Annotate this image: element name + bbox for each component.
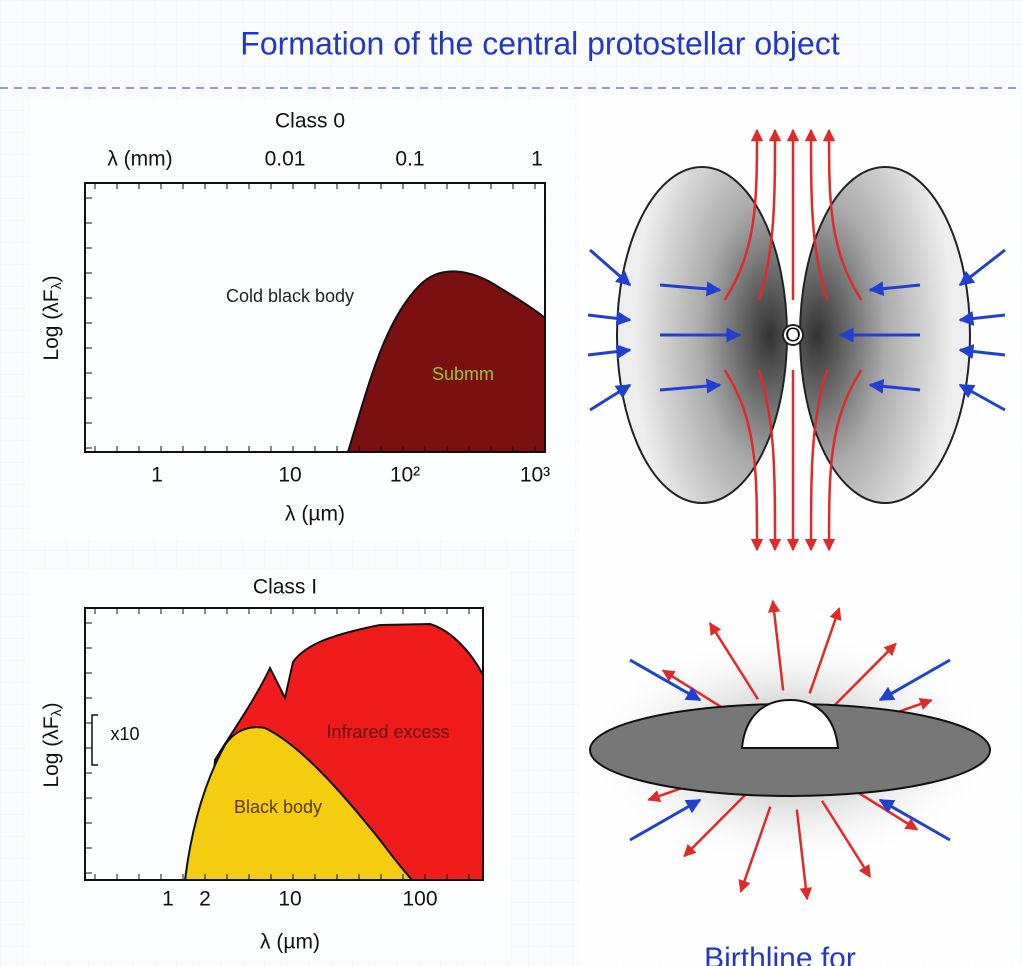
annotation: Infrared excess — [326, 722, 449, 742]
top-axis-label: λ (mm) — [107, 148, 172, 171]
y-label-sub: λ — [48, 282, 64, 289]
x-tick-label: 1 — [162, 888, 174, 911]
x-tick-label: 10 — [278, 464, 301, 487]
x-tick-label: 100 — [402, 888, 437, 911]
page: Formation of the central protostellar ob… — [0, 0, 1022, 966]
x-tick-label: 1 — [151, 464, 163, 487]
center-label: O — [785, 324, 801, 346]
x-axis-label: λ (µm) — [260, 931, 320, 954]
y-label-end: ) — [40, 702, 63, 709]
y-label-main: Log (λF — [40, 716, 63, 787]
x-axis-label: λ (µm) — [285, 503, 345, 526]
y-label-end: ) — [40, 275, 63, 282]
annotation: Black body — [234, 797, 322, 817]
slide-title: Formation of the central protostellar ob… — [240, 25, 840, 61]
annotation: Submm — [432, 364, 494, 384]
scale-note: x10 — [110, 724, 139, 744]
x-tick-label: 2 — [199, 888, 211, 911]
y-label-sub: λ — [48, 709, 64, 716]
x-tick-label: 10 — [278, 888, 301, 911]
x-tick-label: 10² — [390, 464, 420, 487]
x-tick-label: 10³ — [520, 464, 550, 487]
caption: Birthline for — [704, 942, 856, 966]
top-tick-label: 0.01 — [265, 148, 306, 171]
y-label-main: Log (λF — [40, 289, 63, 360]
top-tick-label: 0.1 — [395, 148, 424, 171]
panel-title: Class 0 — [275, 110, 345, 133]
top-tick-label: 1 — [531, 148, 543, 171]
annotation: Cold black body — [226, 286, 354, 306]
panel-title: Class I — [253, 576, 317, 599]
slide: Formation of the central protostellar ob… — [0, 0, 1022, 966]
